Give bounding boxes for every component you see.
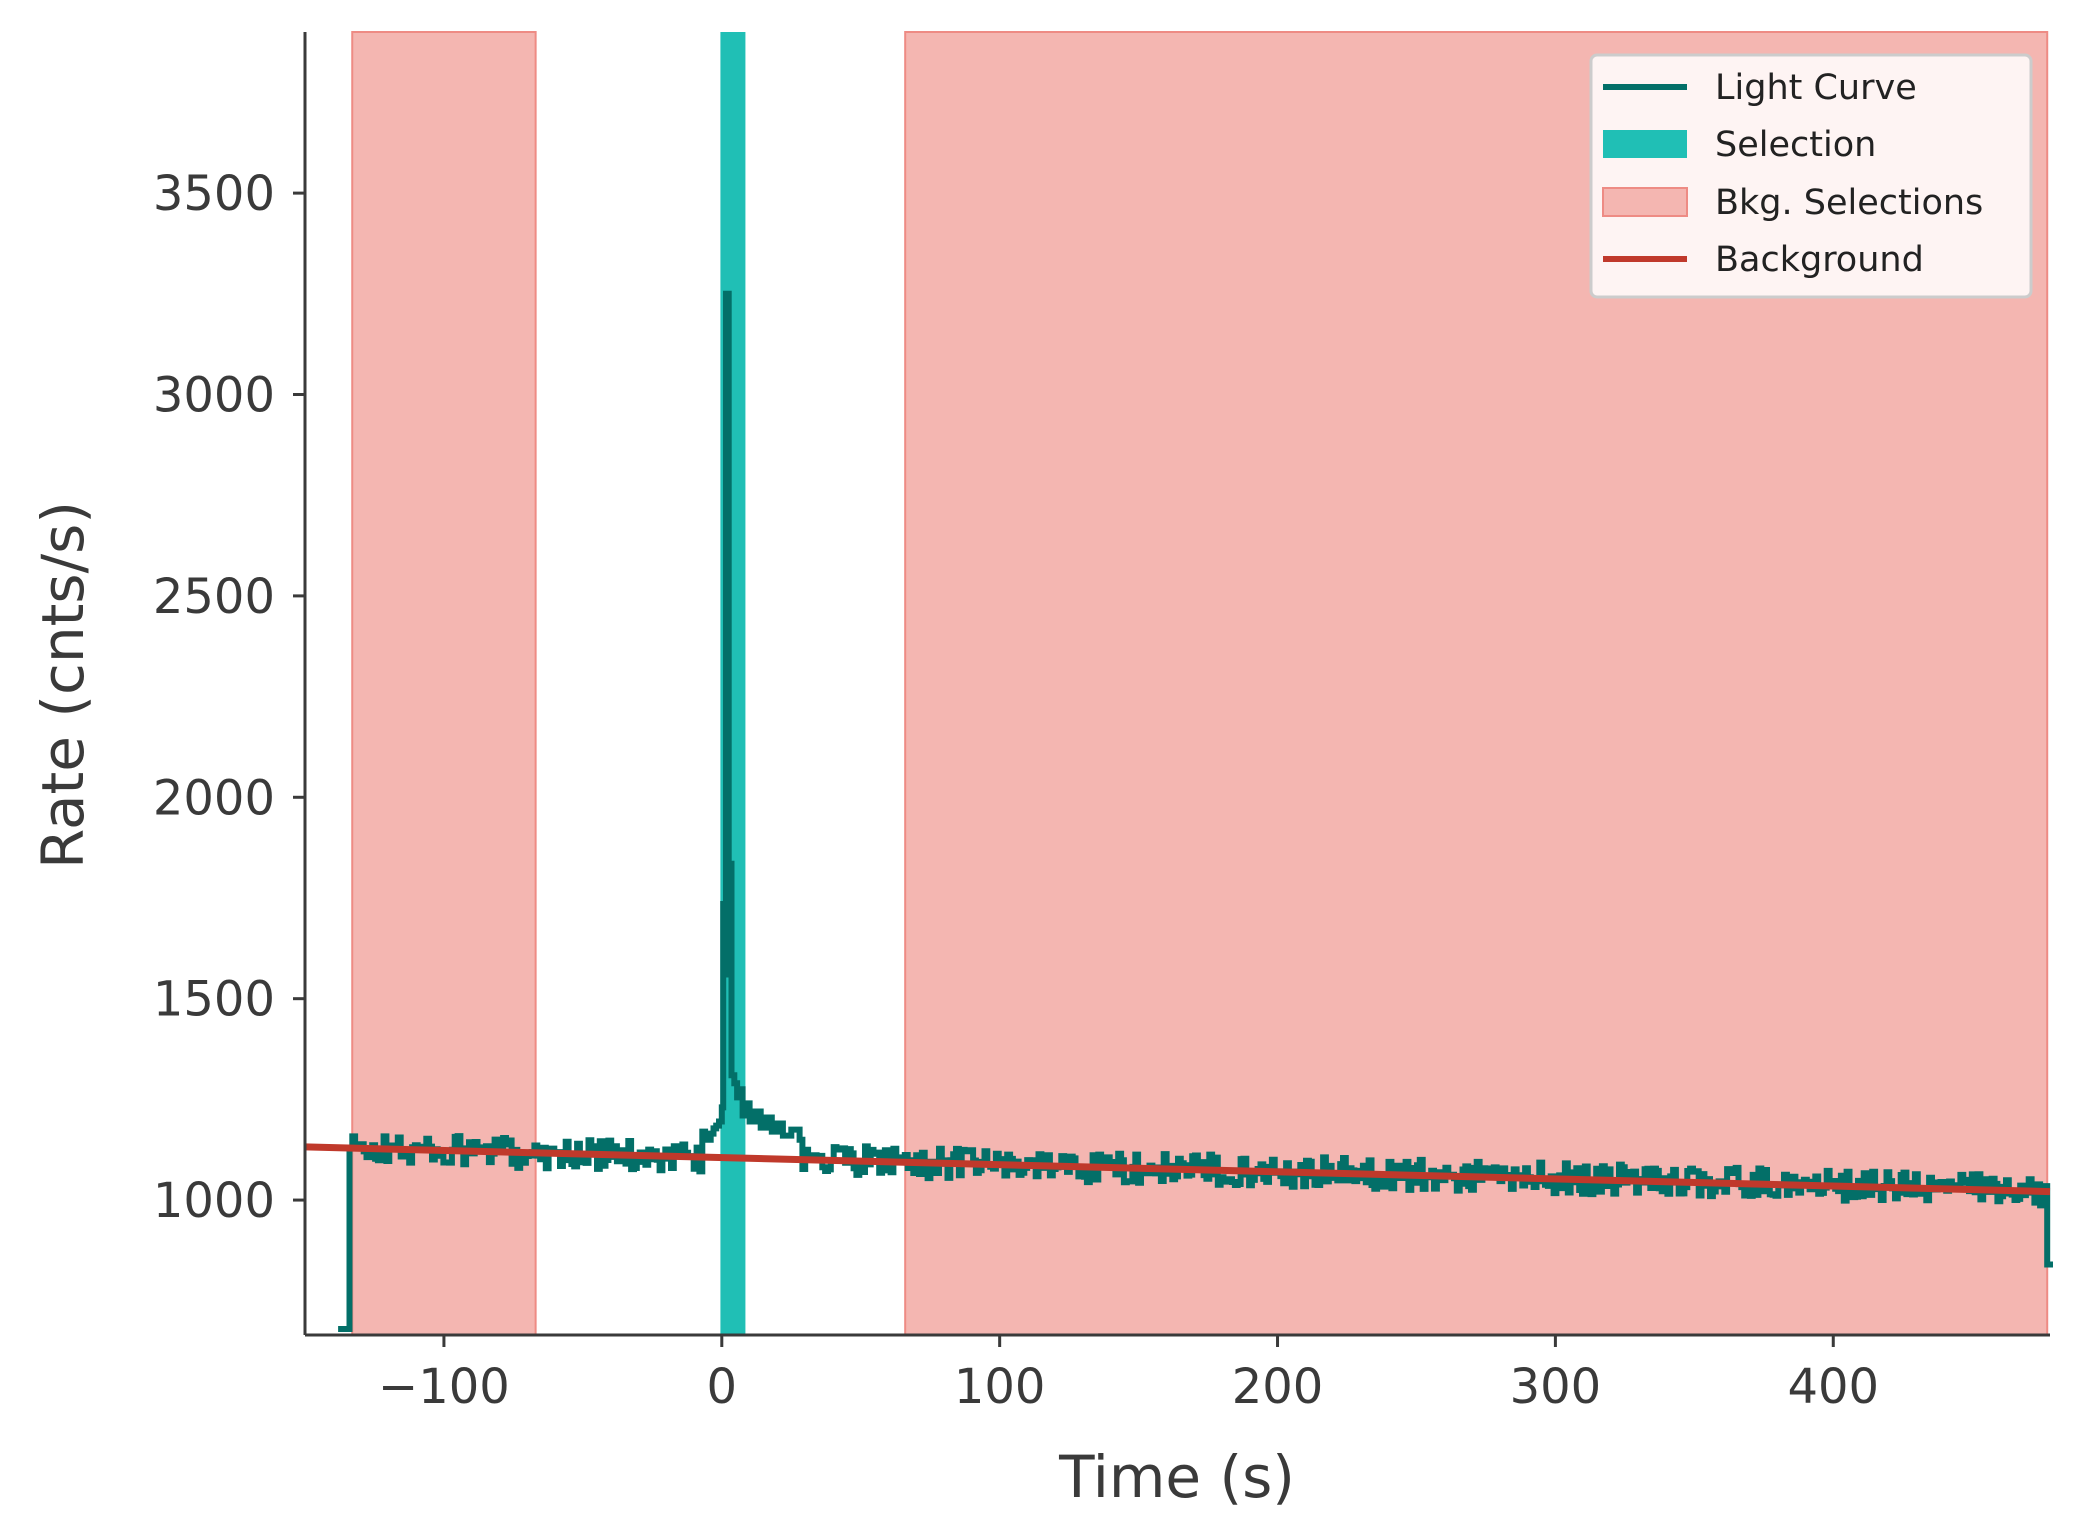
- legend-swatch-selection: [1603, 130, 1687, 158]
- legend-label-background: Background: [1715, 240, 1924, 280]
- bkg-selection-span-1: [351, 31, 537, 1336]
- legend-label-light-curve: Light Curve: [1715, 68, 1917, 108]
- y-tick-label: 3000: [153, 368, 275, 424]
- x-tick-label: 400: [1787, 1359, 1879, 1415]
- legend: Light Curve Selection Bkg. Selections Ba…: [1589, 53, 2033, 299]
- x-axis-title: Time (s): [1058, 1443, 1295, 1511]
- y-axis-title: Rate (cnts/s): [29, 501, 97, 869]
- x-tick-label: 300: [1510, 1359, 1602, 1415]
- legend-label-bkg-selections: Bkg. Selections: [1715, 183, 1983, 223]
- axes: [303, 32, 2050, 1337]
- y-tick-label: 1500: [153, 972, 275, 1028]
- ticks: −100 0 100 200 300 400 1000 1500 2000 2500 3000 350…: [153, 166, 1879, 1415]
- y-tick-label: 2500: [153, 569, 275, 625]
- x-tick-label: 200: [1232, 1359, 1324, 1415]
- legend-frame: [1589, 53, 2033, 299]
- legend-swatch-bkg-selections: [1602, 187, 1688, 217]
- y-tick-label: 1000: [153, 1173, 275, 1229]
- legend-label-selection: Selection: [1715, 125, 1876, 165]
- background-fit-line: [304, 1143, 2051, 1196]
- light-curve-line: [338, 290, 2053, 1332]
- x-tick-label: 100: [954, 1359, 1046, 1415]
- x-tick-label: −100: [378, 1359, 510, 1415]
- x-tick-label: 0: [707, 1359, 738, 1415]
- y-tick-label: 3500: [153, 166, 275, 222]
- y-tick-label: 2000: [153, 770, 275, 826]
